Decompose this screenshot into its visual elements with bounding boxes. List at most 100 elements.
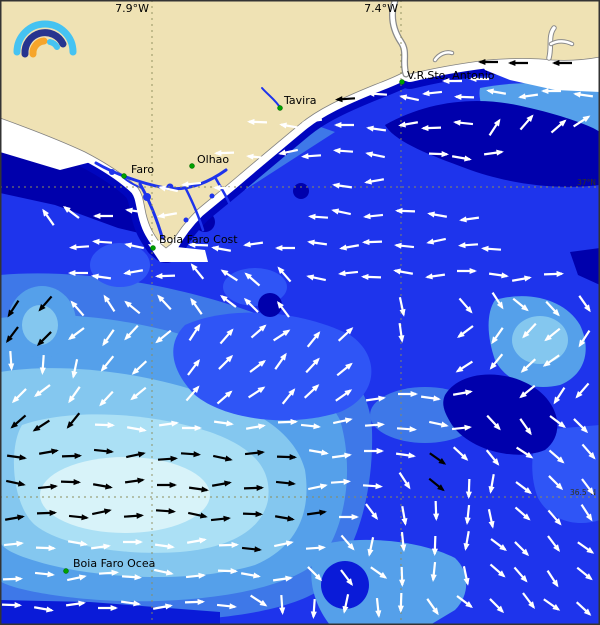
arrow-head [312,357,320,366]
arrow-head [491,336,499,345]
arrow-head [310,611,317,619]
arrow-head [520,574,528,583]
arrow-head [288,480,296,487]
arrow-head [63,205,71,213]
arrow-head [398,335,405,343]
arrow-head [38,303,46,312]
arrow-head [131,367,140,375]
arrow-head [199,537,207,544]
arrow-head [135,538,143,546]
arrow-head [107,422,115,429]
arrow-head [34,390,42,398]
arrow-head [190,297,198,306]
parallel-label: 36.5°N [570,488,596,497]
arrow-head [277,266,285,275]
arrow-head [488,520,495,529]
arrow-head [171,420,179,427]
arrow-head [361,273,369,280]
arrow-head [366,125,374,132]
arrow-head [81,514,89,521]
arrow-head [220,269,229,277]
arrow-head [332,182,340,189]
arrow-head [246,153,254,160]
arrow-head [103,294,111,303]
arrow-head [493,422,501,431]
arrow-head [130,393,138,401]
arrow-head [39,367,46,375]
arrow-field [1,58,596,619]
arrow-head [301,153,309,160]
coastline [0,0,600,263]
arrow-head [438,457,447,465]
arrow-head [398,121,406,128]
arrow-head [49,509,57,516]
arrow-head [442,77,450,85]
arrow-head [362,239,370,246]
arrow-head [106,448,114,455]
arrow-head [243,297,252,306]
arrow-head [16,540,24,547]
arrow-head [555,482,564,491]
arrow-head [522,330,530,339]
arrow-head [257,386,266,394]
arrow-head [279,607,286,615]
arrow-head [71,370,78,379]
arrow-head [308,213,316,220]
arrow-head [425,273,433,280]
arrow-head [377,421,385,428]
arrow-head [285,575,293,582]
arrow-head [47,571,55,578]
arrow-head [68,395,76,404]
arrow-head [73,479,81,486]
arrow-head [124,242,133,249]
arrow-head [194,424,202,432]
arrow-head [157,212,165,219]
arrow-head [92,238,100,245]
arrow-head [193,323,201,332]
arrow-head [573,91,581,98]
arrow-head [552,308,560,317]
arrow-head [211,245,219,252]
station-dot [150,245,156,251]
arrow-head [464,155,472,162]
station-dot [121,173,127,179]
arrow-head [259,599,268,607]
arrow-head [318,544,326,551]
arrow-head [289,454,297,461]
arrow-head [367,548,374,557]
arrow-head [10,421,19,429]
arrow-head [497,570,506,578]
arrow-head [136,512,144,519]
station-dot [63,568,69,574]
station-dot [277,105,283,111]
arrow-head [78,600,86,607]
arrow-head [367,90,375,97]
arrow-head [575,390,583,399]
arrow-head [123,269,131,276]
arrow-head [582,115,591,123]
arrow-head [158,185,167,192]
arrow-head [492,458,500,466]
arrow-head [168,508,176,515]
arrow-head [394,242,402,249]
arrow-head [111,569,119,576]
arrow-head [519,391,527,399]
arrow-head [125,207,133,214]
arrow-head [285,540,294,547]
arrow-head [520,365,529,373]
arrow-head [440,421,449,428]
arrow-head [287,515,295,522]
arrow-head [137,451,146,458]
arrow-head [347,542,355,551]
arrow-head [344,417,353,424]
arrow-head [521,548,530,557]
arrow-head [290,418,298,425]
arrow-head [486,88,494,95]
arrow-head [518,93,526,100]
station-label: Boia Faro Ocea [73,557,155,570]
arrow-head [190,263,198,271]
arrow-head [587,487,595,495]
arrow-head [17,480,26,487]
